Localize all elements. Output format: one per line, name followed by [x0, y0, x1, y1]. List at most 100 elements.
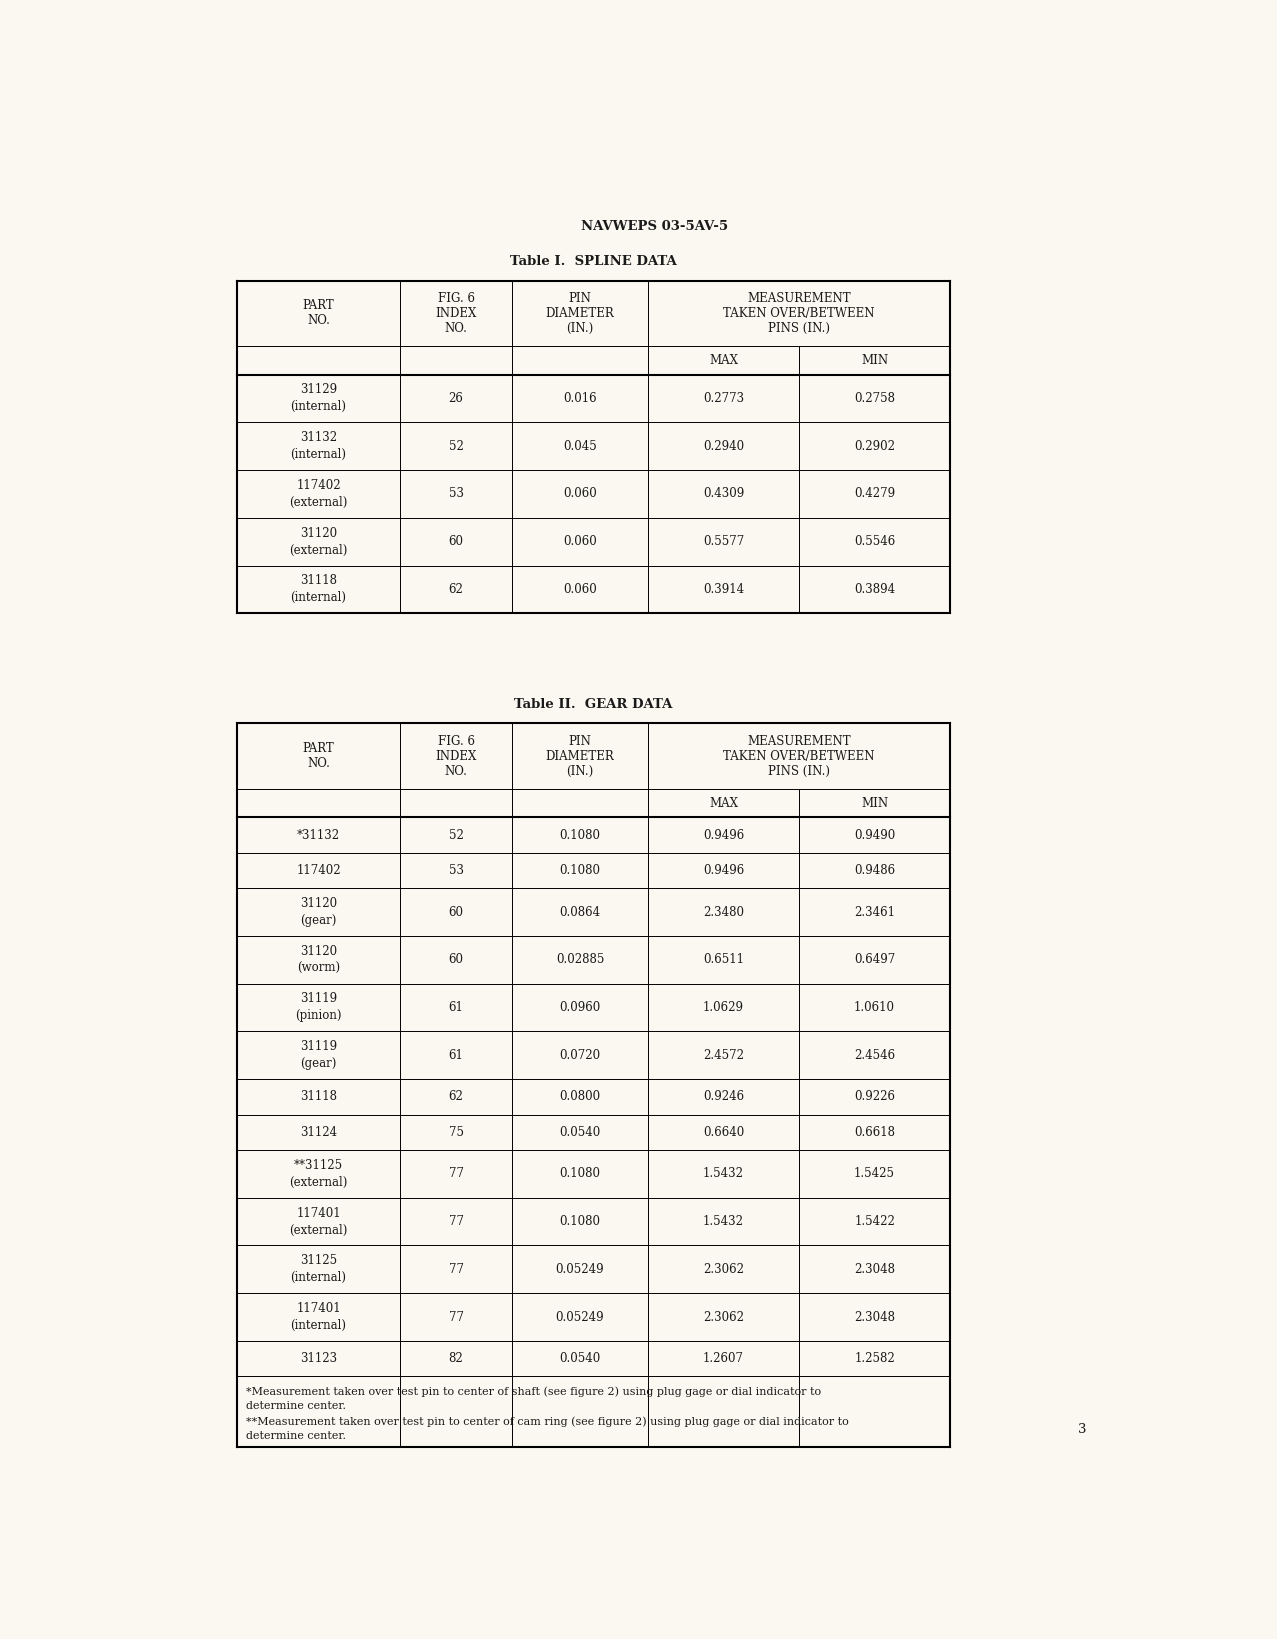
Text: *Measurement taken over test pin to center of shaft (see figure 2) using plug ga: *Measurement taken over test pin to cent… — [246, 1387, 821, 1396]
Text: 31120
(external): 31120 (external) — [290, 526, 347, 557]
Text: 62: 62 — [448, 1090, 464, 1103]
Text: 62: 62 — [448, 583, 464, 597]
Text: 31118
(internal): 31118 (internal) — [290, 574, 346, 605]
Text: 61: 61 — [448, 1001, 464, 1015]
Text: 117401
(internal): 117401 (internal) — [290, 1301, 346, 1333]
Text: 0.02885: 0.02885 — [555, 954, 604, 967]
Text: 117402
(external): 117402 (external) — [290, 479, 347, 508]
Text: 1.0610: 1.0610 — [854, 1001, 895, 1015]
Text: **31125
(external): **31125 (external) — [290, 1159, 347, 1188]
Text: 0.9246: 0.9246 — [702, 1090, 744, 1103]
Text: determine center.: determine center. — [246, 1431, 346, 1441]
Text: 31120
(worm): 31120 (worm) — [298, 944, 340, 975]
Text: 0.3914: 0.3914 — [702, 583, 744, 597]
Text: FIG. 6
INDEX
NO.: FIG. 6 INDEX NO. — [435, 292, 476, 334]
Text: 0.9490: 0.9490 — [854, 828, 895, 841]
Text: 0.9226: 0.9226 — [854, 1090, 895, 1103]
Text: 52: 52 — [448, 439, 464, 452]
Text: 0.6640: 0.6640 — [702, 1126, 744, 1139]
Text: 53: 53 — [448, 487, 464, 500]
Text: 0.060: 0.060 — [563, 583, 596, 597]
Text: 31129
(internal): 31129 (internal) — [290, 384, 346, 413]
Text: 2.3048: 2.3048 — [854, 1311, 895, 1324]
Text: 0.05249: 0.05249 — [555, 1262, 604, 1275]
Text: 0.3894: 0.3894 — [854, 583, 895, 597]
Text: 0.2940: 0.2940 — [702, 439, 744, 452]
Text: 0.5577: 0.5577 — [702, 536, 744, 547]
Text: MEASUREMENT
TAKEN OVER/BETWEEN
PINS (IN.): MEASUREMENT TAKEN OVER/BETWEEN PINS (IN.… — [723, 292, 875, 334]
Text: 82: 82 — [448, 1352, 464, 1365]
Text: 0.0800: 0.0800 — [559, 1090, 600, 1103]
Text: determine center.: determine center. — [246, 1401, 346, 1411]
Text: 0.060: 0.060 — [563, 536, 596, 547]
Text: 0.9486: 0.9486 — [854, 864, 895, 877]
Text: 117401
(external): 117401 (external) — [290, 1206, 347, 1236]
Text: FIG. 6
INDEX
NO.: FIG. 6 INDEX NO. — [435, 734, 476, 777]
Text: PIN
DIAMETER
(IN.): PIN DIAMETER (IN.) — [545, 292, 614, 334]
Text: 2.3461: 2.3461 — [854, 905, 895, 918]
Text: 0.05249: 0.05249 — [555, 1311, 604, 1324]
Text: 2.4572: 2.4572 — [702, 1049, 744, 1062]
Text: 0.0540: 0.0540 — [559, 1352, 600, 1365]
Text: 0.1080: 0.1080 — [559, 828, 600, 841]
Text: 1.5425: 1.5425 — [854, 1167, 895, 1180]
Text: 31119
(gear): 31119 (gear) — [300, 1041, 337, 1070]
Text: 31125
(internal): 31125 (internal) — [290, 1254, 346, 1285]
Text: PIN
DIAMETER
(IN.): PIN DIAMETER (IN.) — [545, 734, 614, 777]
Text: 60: 60 — [448, 905, 464, 918]
Text: 0.9496: 0.9496 — [702, 828, 744, 841]
Text: NAVWEPS 03-5AV-5: NAVWEPS 03-5AV-5 — [581, 220, 728, 233]
Text: Table I.  SPLINE DATA: Table I. SPLINE DATA — [511, 254, 677, 267]
Text: 77: 77 — [448, 1167, 464, 1180]
Text: 1.2582: 1.2582 — [854, 1352, 895, 1365]
Text: 2.3048: 2.3048 — [854, 1262, 895, 1275]
Text: MAX: MAX — [709, 354, 738, 367]
Text: 0.1080: 0.1080 — [559, 1167, 600, 1180]
Text: 52: 52 — [448, 828, 464, 841]
Text: 0.060: 0.060 — [563, 487, 596, 500]
Text: 60: 60 — [448, 536, 464, 547]
Text: 2.4546: 2.4546 — [854, 1049, 895, 1062]
Text: 2.3062: 2.3062 — [702, 1311, 744, 1324]
Text: 0.0720: 0.0720 — [559, 1049, 600, 1062]
Text: **Measurement taken over test pin to center of cam ring (see figure 2) using plu: **Measurement taken over test pin to cen… — [246, 1416, 849, 1428]
Text: MIN: MIN — [861, 797, 888, 810]
Text: 0.6511: 0.6511 — [702, 954, 744, 967]
Text: 77: 77 — [448, 1262, 464, 1275]
Text: 0.4279: 0.4279 — [854, 487, 895, 500]
Text: 3: 3 — [1078, 1423, 1087, 1436]
Text: 26: 26 — [448, 392, 464, 405]
Text: 2.3480: 2.3480 — [702, 905, 744, 918]
Text: MEASUREMENT
TAKEN OVER/BETWEEN
PINS (IN.): MEASUREMENT TAKEN OVER/BETWEEN PINS (IN.… — [723, 734, 875, 777]
Text: 0.0540: 0.0540 — [559, 1126, 600, 1139]
Text: 0.2773: 0.2773 — [702, 392, 744, 405]
Text: 1.5422: 1.5422 — [854, 1214, 895, 1228]
Text: 75: 75 — [448, 1126, 464, 1139]
Text: 0.2758: 0.2758 — [854, 392, 895, 405]
Text: MIN: MIN — [861, 354, 888, 367]
Text: 0.4309: 0.4309 — [702, 487, 744, 500]
Text: 31120
(gear): 31120 (gear) — [300, 897, 337, 928]
Text: 77: 77 — [448, 1311, 464, 1324]
Text: 77: 77 — [448, 1214, 464, 1228]
Text: 1.5432: 1.5432 — [702, 1214, 744, 1228]
Text: 0.0960: 0.0960 — [559, 1001, 600, 1015]
Text: 0.5546: 0.5546 — [854, 536, 895, 547]
Text: 2.3062: 2.3062 — [702, 1262, 744, 1275]
Text: 0.045: 0.045 — [563, 439, 596, 452]
Text: 0.1080: 0.1080 — [559, 864, 600, 877]
Text: 0.6497: 0.6497 — [854, 954, 895, 967]
Text: PART
NO.: PART NO. — [303, 300, 335, 328]
Text: 0.9496: 0.9496 — [702, 864, 744, 877]
Text: 31132
(internal): 31132 (internal) — [290, 431, 346, 461]
Text: 117402: 117402 — [296, 864, 341, 877]
Text: 0.2902: 0.2902 — [854, 439, 895, 452]
Text: 53: 53 — [448, 864, 464, 877]
Text: 1.2607: 1.2607 — [702, 1352, 744, 1365]
Text: 31119
(pinion): 31119 (pinion) — [295, 993, 342, 1023]
Text: 0.1080: 0.1080 — [559, 1214, 600, 1228]
Text: 61: 61 — [448, 1049, 464, 1062]
Text: *31132: *31132 — [298, 828, 340, 841]
Text: 31124: 31124 — [300, 1126, 337, 1139]
Text: Table II.  GEAR DATA: Table II. GEAR DATA — [515, 698, 673, 711]
